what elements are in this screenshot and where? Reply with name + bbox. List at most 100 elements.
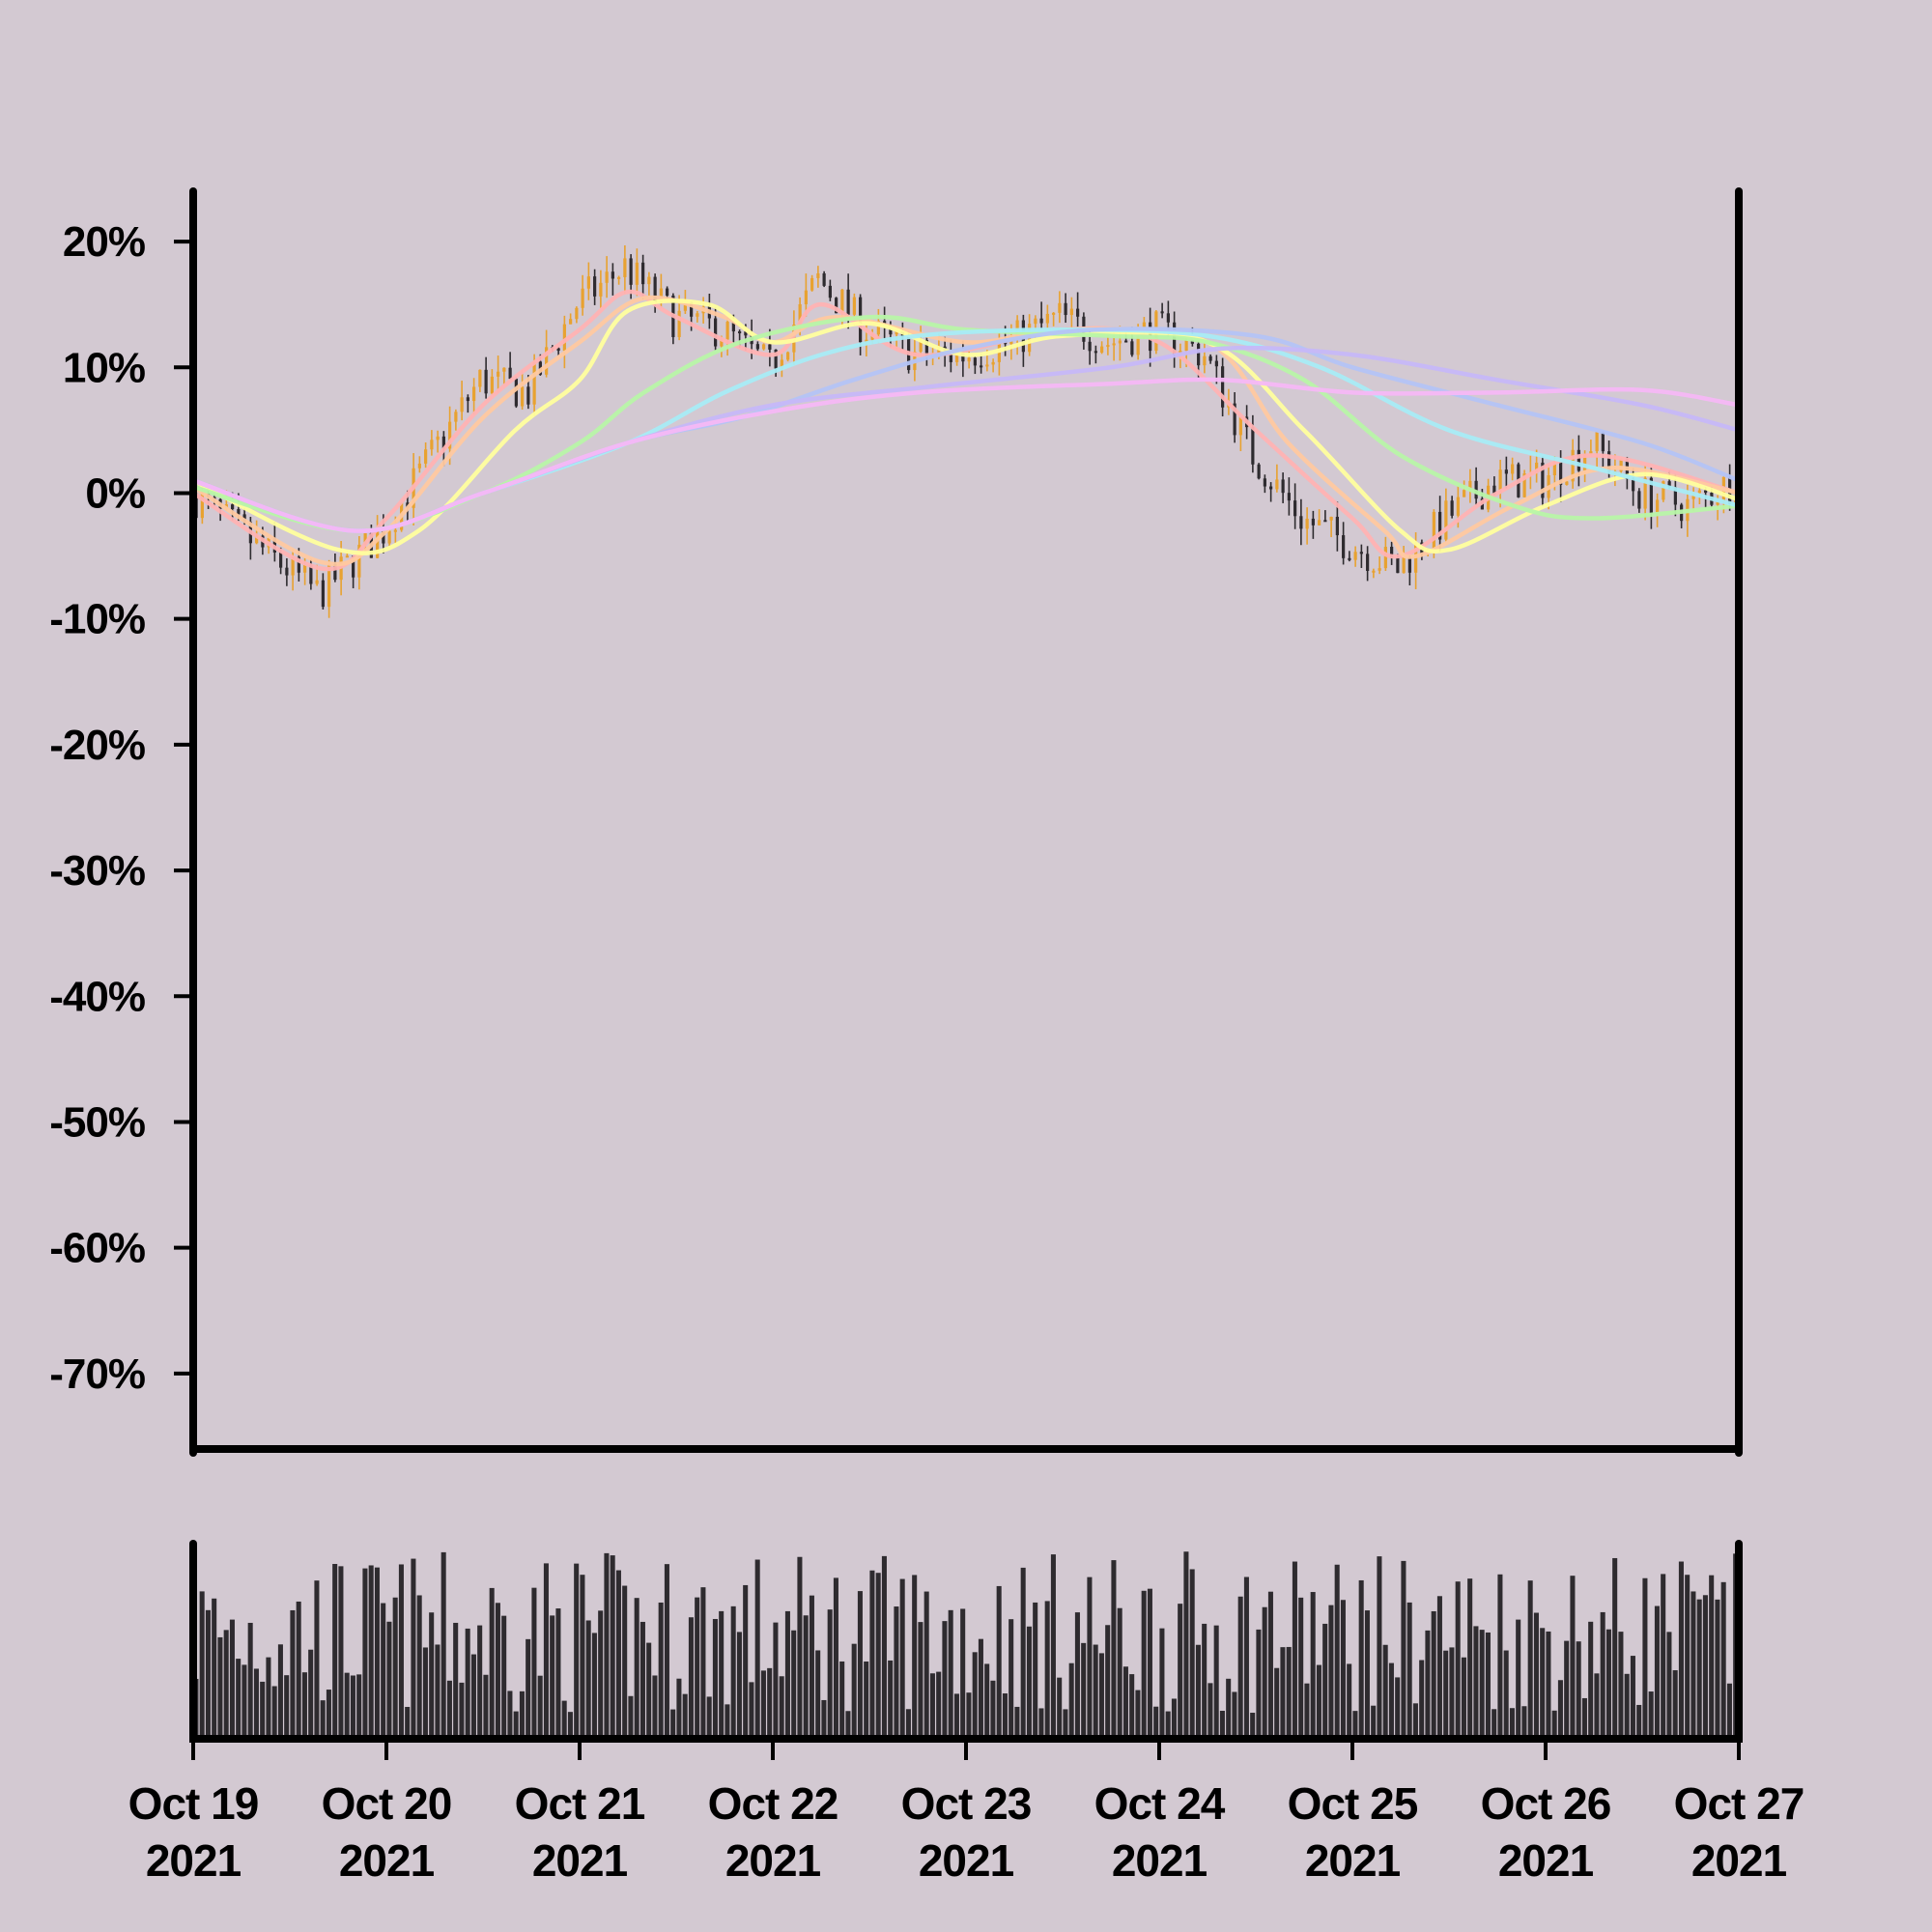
volume-bar <box>1527 1580 1533 1735</box>
volume-bar <box>416 1595 422 1735</box>
volume-bar <box>1479 1630 1485 1735</box>
volume-bar <box>839 1661 845 1735</box>
candle-body <box>1034 318 1037 325</box>
volume-bar <box>652 1675 658 1735</box>
candle-body <box>755 344 759 350</box>
candle-body <box>309 564 313 584</box>
candle-body <box>586 276 590 289</box>
candle-body <box>393 529 397 532</box>
candle-body <box>1456 497 1460 516</box>
candle-body <box>291 556 295 576</box>
candle-body <box>327 563 331 608</box>
volume-bar <box>236 1659 242 1735</box>
volume-bar <box>1202 1623 1208 1735</box>
candle-body <box>762 344 766 350</box>
volume-bar <box>1371 1705 1377 1735</box>
y-tick-label: -30% <box>49 847 145 895</box>
volume-bar <box>1219 1710 1225 1735</box>
volume-bar <box>435 1644 440 1735</box>
candle-body <box>1589 451 1593 454</box>
volume-bar <box>1395 1677 1401 1735</box>
volume-bar <box>470 1654 476 1735</box>
candle-body <box>556 348 560 352</box>
volume-bar <box>1347 1663 1352 1735</box>
candle-body <box>623 258 627 277</box>
candle-body <box>985 364 989 367</box>
volume-bar <box>1726 1683 1732 1735</box>
volume-bar <box>1063 1709 1068 1735</box>
candle-body <box>774 349 778 369</box>
candle-body <box>1281 479 1285 494</box>
candle-body <box>569 319 573 325</box>
x-tick-label: Oct 20 <box>322 1778 452 1829</box>
candle-body <box>1535 462 1539 473</box>
volume-bar <box>308 1649 314 1735</box>
volume-bar <box>1262 1606 1267 1735</box>
candle-body <box>460 397 464 412</box>
volume-bar <box>1443 1650 1449 1735</box>
volume-bar <box>1401 1560 1406 1735</box>
volume-bar <box>1431 1610 1436 1735</box>
candle-body <box>1088 341 1092 352</box>
volume-bar <box>1492 1709 1497 1735</box>
candle-body <box>876 321 880 335</box>
candle-body <box>1142 322 1146 328</box>
candle-body <box>1203 355 1207 366</box>
candle-body <box>1601 432 1605 452</box>
axes <box>189 187 1743 1743</box>
volume-bar <box>923 1591 929 1735</box>
volume-bar <box>217 1636 223 1735</box>
volume-bar <box>1135 1690 1141 1735</box>
candle-body <box>231 504 235 510</box>
candlesticks <box>194 244 1738 618</box>
candle-body <box>297 556 300 573</box>
candle-body <box>804 290 808 304</box>
volume-bar <box>724 1704 730 1735</box>
volume-bar <box>784 1610 790 1735</box>
volume-bar <box>695 1597 700 1735</box>
candle-body <box>647 276 651 285</box>
candle-body <box>852 297 856 315</box>
candle-body <box>436 436 440 440</box>
volume-bar <box>905 1709 911 1735</box>
volume-bar <box>1594 1673 1600 1735</box>
candle-body <box>1359 552 1363 554</box>
candle-body <box>478 369 482 387</box>
candle-body <box>1058 302 1062 313</box>
volume-bar <box>682 1693 688 1735</box>
volume-bar <box>1081 1642 1087 1735</box>
volume-bar <box>942 1621 948 1735</box>
volume-bar <box>706 1696 712 1735</box>
candle-body <box>786 352 790 360</box>
volume-bar <box>1715 1599 1720 1735</box>
volume-bar <box>1636 1704 1642 1735</box>
volume-bar <box>1605 1629 1611 1735</box>
candle-body <box>1269 486 1273 490</box>
volume-bar <box>875 1573 881 1735</box>
candle-body <box>810 277 814 291</box>
x-tick-label: Oct 21 <box>515 1778 645 1829</box>
y-tick-label: -20% <box>49 722 145 769</box>
volume-bar <box>1449 1647 1455 1735</box>
candle-body <box>1100 346 1104 354</box>
candle-body <box>846 289 850 315</box>
volume-bar <box>1298 1597 1304 1735</box>
volume-bar <box>199 1591 205 1735</box>
candle-body <box>1257 464 1261 479</box>
candle-body <box>303 564 307 573</box>
moving-average-line-3 <box>190 298 1742 555</box>
volume-bar <box>809 1595 814 1735</box>
candle-body <box>1311 518 1315 526</box>
volume-bar <box>773 1622 779 1735</box>
x-axis-ticks: Oct 19 2021 Oct 20 2021 Oct 21 2021 Oct 22 2021… <box>128 1739 1804 1886</box>
volume-bar <box>1455 1581 1461 1735</box>
volume-bar <box>301 1672 307 1735</box>
volume-bar <box>1117 1607 1122 1735</box>
candle-body <box>1697 490 1701 494</box>
candle-body <box>1396 556 1400 574</box>
x-tick-year-label: 2021 <box>339 1835 435 1886</box>
volume-bar <box>1473 1626 1479 1735</box>
candle-body <box>1656 499 1660 514</box>
candle-body <box>1541 462 1545 498</box>
candle-body <box>677 310 681 337</box>
